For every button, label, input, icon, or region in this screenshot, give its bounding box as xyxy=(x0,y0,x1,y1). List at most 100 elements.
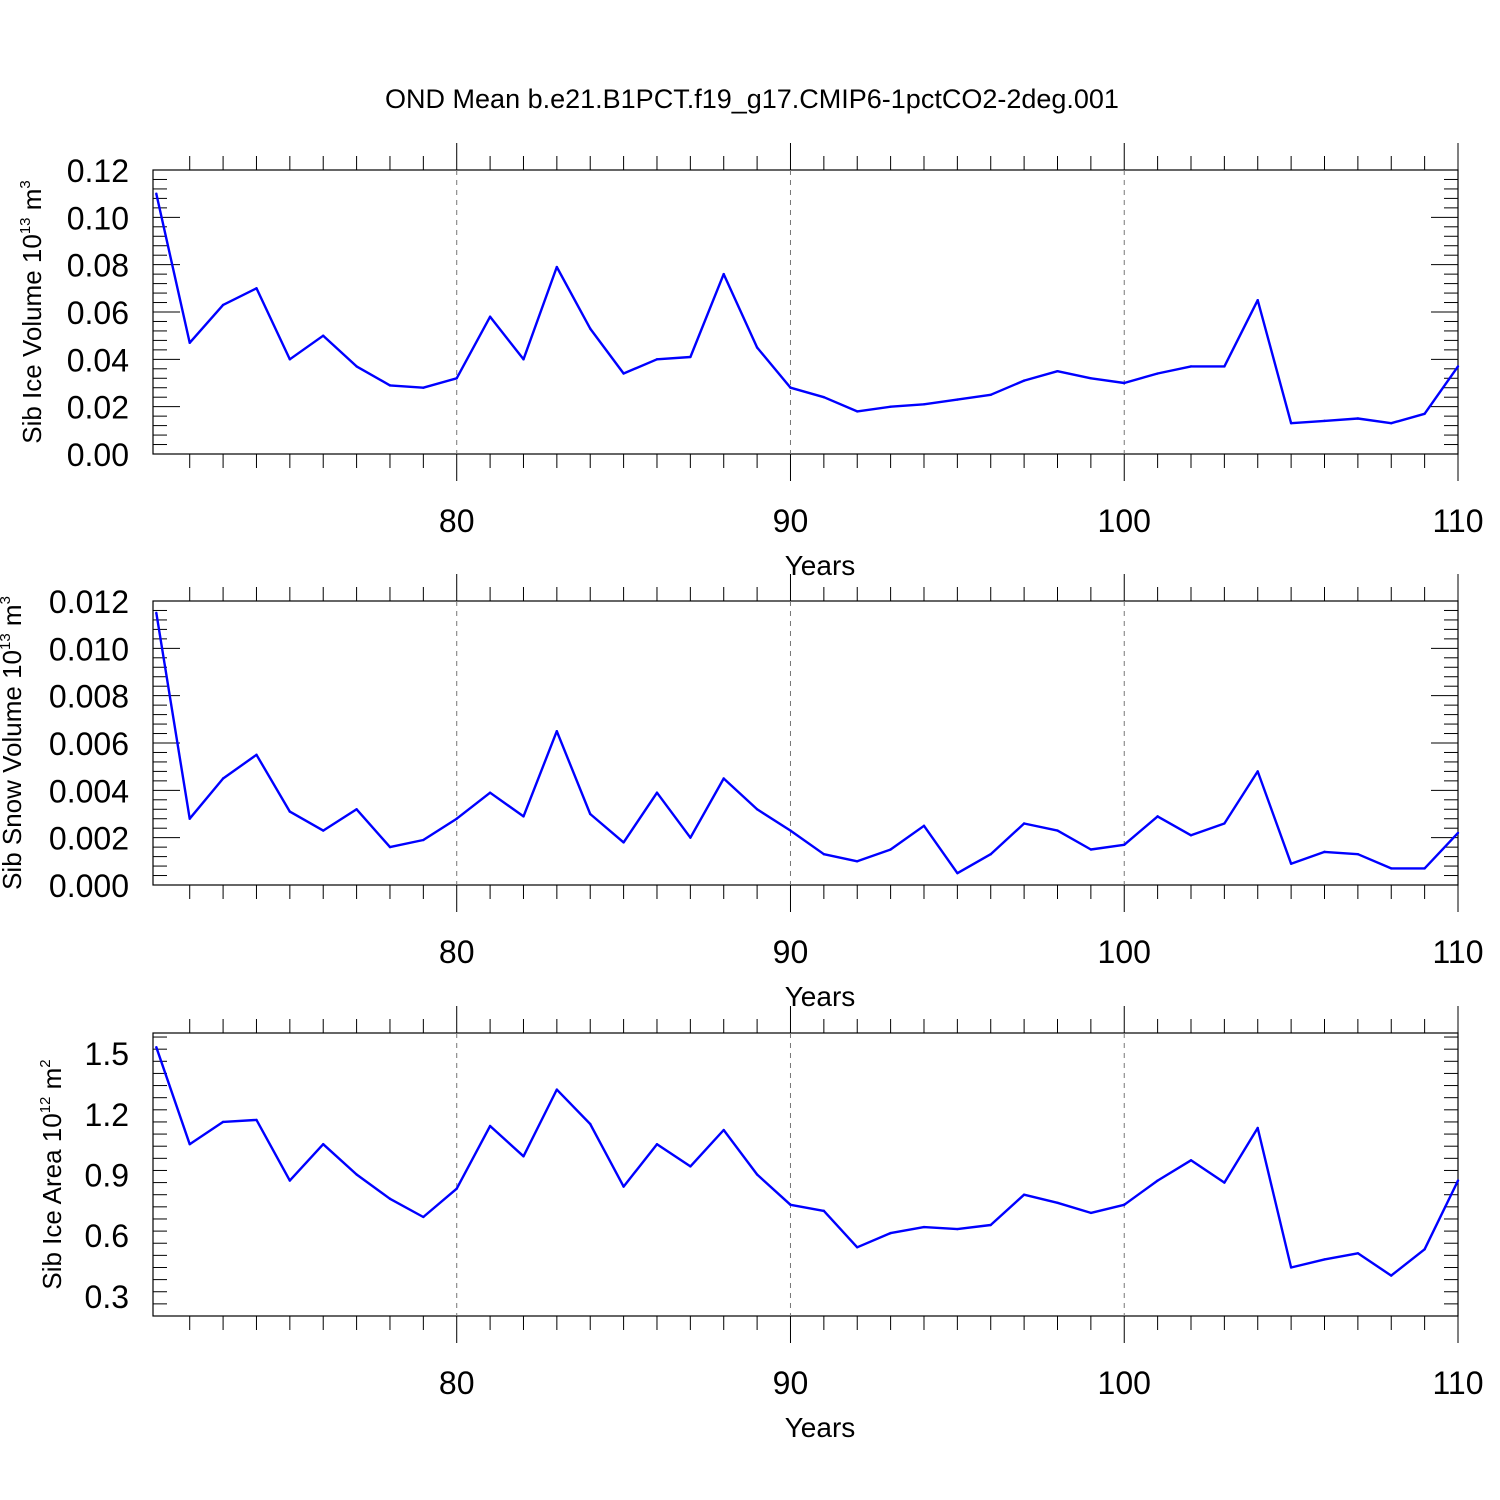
data-point xyxy=(422,1215,425,1219)
y-tick-label: 0.004 xyxy=(49,773,129,809)
data-point xyxy=(1390,422,1393,425)
y-axis-label-superscript: 3 xyxy=(0,596,14,604)
data-point xyxy=(856,860,859,863)
data-point xyxy=(1323,850,1326,854)
data-point xyxy=(455,377,458,380)
x-tick-label: 100 xyxy=(1098,1365,1151,1401)
data-point xyxy=(755,1173,759,1176)
data-point xyxy=(1289,862,1293,865)
data-point xyxy=(455,1187,458,1190)
x-tick-label: 80 xyxy=(439,934,475,970)
y-axis-label-superscript: 12 xyxy=(37,1097,54,1114)
data-point xyxy=(922,824,926,828)
data-point xyxy=(1156,815,1159,818)
data-point xyxy=(488,1124,492,1128)
data-point xyxy=(455,817,458,820)
y-axis-label-text: Sib Ice Area 10 xyxy=(37,1113,67,1289)
data-point xyxy=(1256,298,1259,302)
data-point xyxy=(555,729,559,733)
data-point xyxy=(488,791,492,794)
data-point xyxy=(1223,365,1226,368)
data-point xyxy=(221,303,225,307)
x-tick-label: 110 xyxy=(1432,934,1483,970)
data-point xyxy=(322,1142,325,1146)
data-point xyxy=(1289,422,1293,425)
data-point xyxy=(1456,365,1460,368)
series-line xyxy=(155,1046,1460,1277)
data-point xyxy=(1356,1252,1360,1255)
x-tick-label: 110 xyxy=(1432,1365,1483,1401)
data-point xyxy=(1390,867,1393,870)
data-point xyxy=(422,838,425,842)
y-tick-label: 1.5 xyxy=(85,1036,129,1072)
data-point xyxy=(989,853,992,856)
data-point xyxy=(388,845,392,849)
data-point xyxy=(1356,417,1360,420)
data-point xyxy=(622,841,625,844)
y-axis-label-superscript: 13 xyxy=(17,217,34,234)
data-point xyxy=(355,365,358,368)
data-point xyxy=(155,611,158,615)
data-point xyxy=(856,1246,859,1249)
data-point xyxy=(755,346,759,349)
y-axis-label-superscript: 3 xyxy=(17,180,34,188)
data-point xyxy=(722,1128,725,1132)
data-point xyxy=(856,410,859,413)
x-tick-label: 100 xyxy=(1098,503,1151,539)
data-point xyxy=(789,829,792,832)
data-point xyxy=(1123,381,1126,385)
data-point xyxy=(288,1179,292,1182)
data-point xyxy=(555,265,559,269)
data-point xyxy=(288,810,292,813)
y-tick-label: 0.006 xyxy=(49,726,129,762)
data-point xyxy=(1056,1201,1059,1205)
panel-3: 80 90 100 110 0.3 0.6 0.9 1.2 1.5 Years Sib Ice Ar… xyxy=(37,1006,1484,1443)
data-point xyxy=(255,753,258,757)
data-point xyxy=(522,815,525,818)
y-tick-label: 0.6 xyxy=(85,1218,129,1254)
data-point xyxy=(1423,412,1426,415)
data-point xyxy=(1223,822,1226,825)
data-point xyxy=(1089,848,1093,851)
data-point xyxy=(1323,1258,1326,1261)
data-point xyxy=(789,386,792,389)
y-axis-label-text: Sib Snow Volume 10 xyxy=(0,650,27,890)
data-point xyxy=(1123,843,1126,846)
data-point xyxy=(1089,1211,1093,1215)
data-point xyxy=(722,272,725,276)
data-point xyxy=(1189,1159,1193,1162)
data-point xyxy=(255,287,258,290)
data-point xyxy=(1056,829,1059,832)
data-point xyxy=(1156,1179,1159,1182)
y-axis-label-text: Sib Ice Volume 10 xyxy=(17,234,47,444)
data-point xyxy=(388,1197,392,1200)
y-tick-label: 0.9 xyxy=(85,1158,129,1194)
y-tick-label: 0.008 xyxy=(49,679,129,715)
y-tick-label: 0.002 xyxy=(49,821,129,857)
data-point xyxy=(889,1231,892,1235)
y-tick-label: 0.08 xyxy=(67,248,129,284)
data-point xyxy=(789,1203,792,1207)
y-axis-label-superscript: 2 xyxy=(37,1059,54,1067)
y-tick-label: 0.3 xyxy=(85,1279,129,1315)
data-point xyxy=(722,777,725,780)
x-tick-label: 110 xyxy=(1432,503,1483,539)
data-point xyxy=(989,393,992,397)
data-point xyxy=(822,1209,826,1213)
data-point xyxy=(655,358,659,361)
data-point xyxy=(288,358,292,361)
data-point xyxy=(322,829,325,832)
data-point xyxy=(488,315,492,318)
data-point xyxy=(655,791,659,794)
data-point xyxy=(522,358,525,361)
data-point xyxy=(922,1225,926,1229)
y-tick-label: 0.06 xyxy=(67,295,129,331)
data-point xyxy=(355,1173,358,1176)
data-point xyxy=(1456,1179,1460,1182)
data-point xyxy=(1423,1248,1426,1251)
panel-2: 80 90 100 110 0.000 0.002 0.004 0.006 0.008 0.010… xyxy=(0,574,1484,1012)
data-point xyxy=(622,372,625,375)
y-axis-label: Sib Snow Volume 1013 m3 xyxy=(0,596,27,890)
data-point xyxy=(689,836,692,839)
panels: 80 90 100 110 0.00 0.02 0.04 0.06 0.08 0.10 0.12 Ye… xyxy=(0,143,1484,1443)
